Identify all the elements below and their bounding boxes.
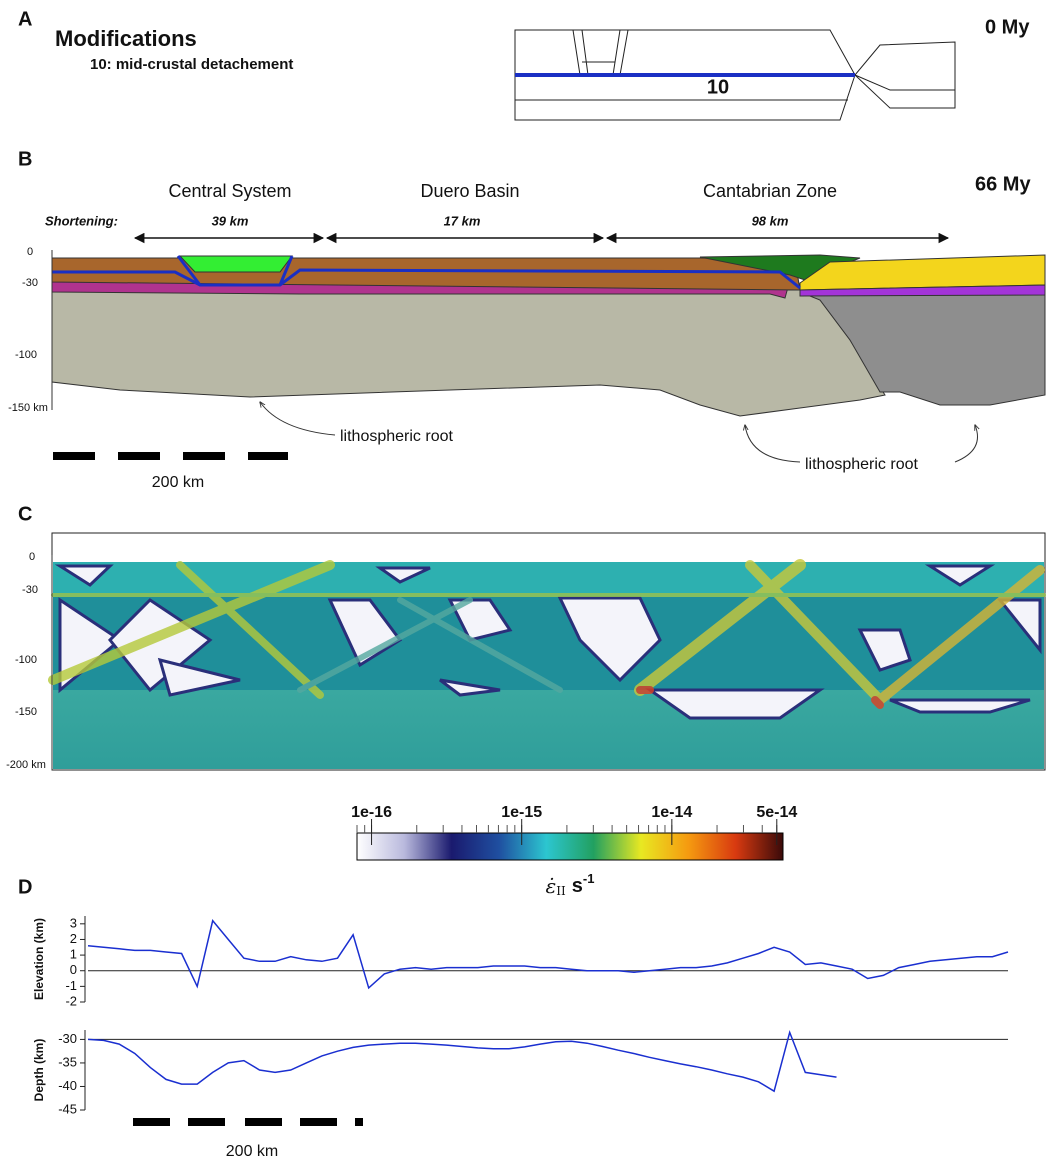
depth-label: -150 [15, 706, 37, 718]
annotation: lithospheric root [805, 456, 919, 473]
region-name: Cantabrian Zone [703, 181, 837, 201]
panel-letter: D [18, 876, 32, 898]
y-tick-label: -45 [58, 1101, 77, 1116]
depth-label: -200 km [6, 759, 46, 771]
colorbar-symbol: ε̇ [546, 874, 557, 898]
annotation-arrow [955, 425, 978, 462]
colorbar-exponent: -1 [583, 871, 595, 886]
depth-label: -30 [22, 277, 38, 289]
y-axis-label: Depth (km) [32, 1039, 46, 1102]
shortening-value: 39 km [212, 213, 249, 228]
modification-item: 10: mid-crustal detachement [90, 56, 293, 73]
y-tick-label: -30 [58, 1031, 77, 1046]
shortening-value: 17 km [444, 213, 481, 228]
y-tick-label: 2 [70, 931, 77, 946]
strain-rate-field [52, 533, 1045, 770]
colorbar-tick-label: 1e-16 [351, 804, 392, 821]
colorbar-label: ε̇II s-1 [546, 871, 595, 897]
depth-label: -100 [15, 654, 37, 666]
y-tick-label: -1 [65, 978, 77, 993]
colorbar: 1e-16 1e-15 1e-14 5e-14 [351, 804, 797, 860]
panel-a-title: Modifications [55, 26, 197, 51]
colorbar-subscript: II [556, 884, 566, 898]
y-tick-label: 1 [70, 947, 77, 962]
y-tick-label: 0 [70, 962, 77, 977]
depth-label: -30 [22, 584, 38, 596]
annotation-arrow [260, 402, 335, 435]
data-line [88, 1032, 837, 1091]
depth-label: -150 km [8, 402, 48, 414]
cross-section [52, 250, 1045, 416]
scale-bar [133, 1118, 363, 1126]
layer-label: 10 [707, 76, 729, 98]
y-tick-label: -40 [58, 1078, 77, 1093]
figure: A Modifications 10: mid-crustal detachem… [0, 0, 1049, 1164]
annotation-arrow [745, 425, 800, 462]
scale-bar [53, 452, 288, 460]
time-label: 0 My [985, 16, 1030, 38]
colorbar-bar [357, 833, 783, 860]
depth-label: -100 [15, 349, 37, 361]
panel-letter: C [18, 503, 32, 525]
panel-letter: B [18, 148, 32, 170]
colorbar-unit: s [572, 875, 583, 897]
data-line [88, 921, 1008, 988]
colorbar-tick-label: 5e-14 [756, 804, 797, 821]
time-label: 66 My [975, 173, 1031, 195]
panel-letter: A [18, 8, 32, 30]
colorbar-tick-label: 1e-14 [651, 804, 692, 821]
annotation: lithospheric root [340, 428, 454, 445]
colorbar-tick-label: 1e-15 [501, 804, 542, 821]
depth-label: 0 [27, 246, 33, 258]
scale-bar-label: 200 km [152, 474, 204, 491]
y-tick-label: -35 [58, 1054, 77, 1069]
y-tick-label: -2 [65, 993, 77, 1008]
scale-bar-label: 200 km [226, 1143, 278, 1160]
shortening-label: Shortening: [45, 213, 118, 228]
y-axis-label: Elevation (km) [32, 918, 46, 1000]
shortening-value: 98 km [752, 213, 789, 228]
region-name: Duero Basin [420, 181, 519, 201]
depth-label: 0 [29, 551, 35, 563]
region-name: Central System [168, 181, 291, 201]
y-tick-label: 3 [70, 915, 77, 930]
